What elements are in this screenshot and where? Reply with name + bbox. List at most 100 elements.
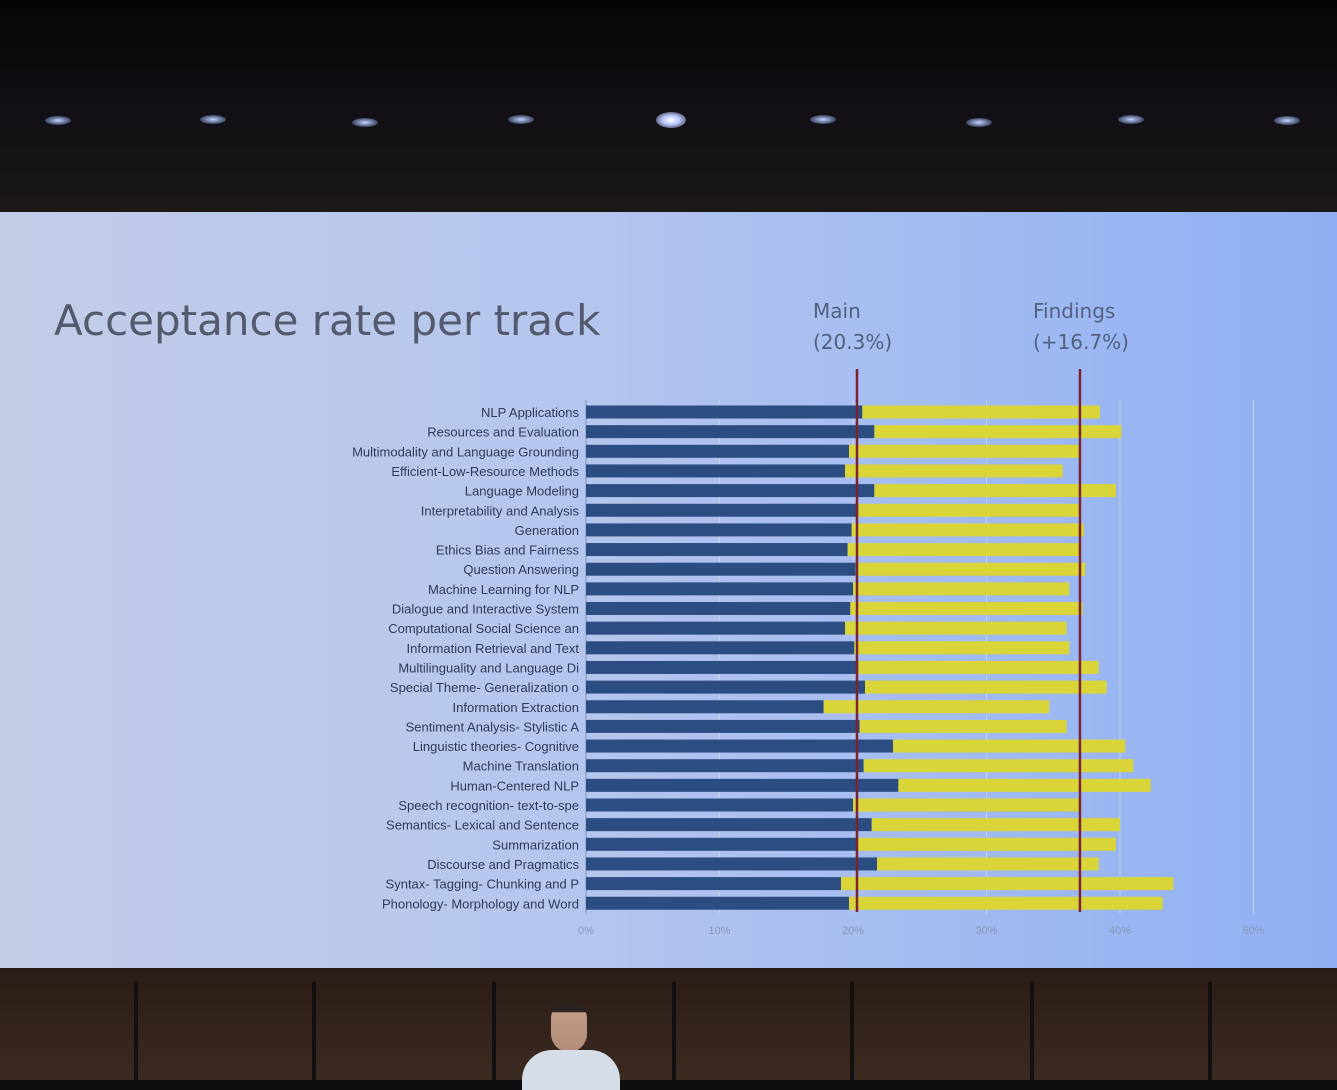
slide-title: Acceptance rate per track bbox=[54, 296, 601, 345]
findings-bar bbox=[857, 837, 1116, 851]
main-bar bbox=[586, 877, 841, 891]
bars bbox=[586, 405, 1174, 910]
category-label: Summarization bbox=[492, 837, 579, 852]
ceiling-light bbox=[45, 116, 71, 125]
category-label: Speech recognition- text-to-spe bbox=[398, 798, 579, 813]
category-label: Syntax- Tagging- Chunking and P bbox=[386, 877, 579, 892]
category-label: Machine Learning for NLP bbox=[428, 582, 579, 597]
category-label: Information Extraction bbox=[453, 700, 579, 715]
main-bar bbox=[586, 503, 859, 517]
findings-bar bbox=[862, 405, 1100, 419]
ceiling-light bbox=[200, 115, 226, 124]
main-bar bbox=[586, 543, 848, 557]
findings-bar bbox=[848, 444, 1080, 458]
main-bar bbox=[586, 837, 858, 851]
main-bar bbox=[586, 621, 845, 635]
main-bar bbox=[586, 602, 851, 615]
category-label: Ethics Bias and Fairness bbox=[436, 543, 580, 558]
findings-bar bbox=[898, 778, 1151, 792]
ceiling-light bbox=[352, 118, 378, 127]
x-tick-label: 10% bbox=[708, 925, 730, 937]
category-label: Interpretability and Analysis bbox=[421, 503, 580, 518]
main-bar bbox=[586, 759, 864, 773]
findings-reference-name: Findings bbox=[1033, 299, 1116, 323]
findings-bar bbox=[851, 523, 1084, 537]
findings-bar bbox=[844, 464, 1063, 478]
main-bar bbox=[586, 680, 866, 694]
category-label: Linguistic theories- Cognitive bbox=[413, 739, 579, 754]
category-label: Special Theme- Generalization o bbox=[390, 680, 579, 695]
category-label: Question Answering bbox=[463, 562, 579, 577]
findings-bar bbox=[847, 543, 1082, 557]
category-label: Discourse and Pragmatics bbox=[427, 857, 579, 872]
main-bar bbox=[586, 778, 899, 792]
x-tick-label: 0% bbox=[578, 925, 594, 937]
acceptance-rate-chart: NLP Applications Resources and Evaluation… bbox=[352, 369, 1265, 937]
findings-bar bbox=[859, 719, 1067, 733]
findings-bar bbox=[865, 680, 1107, 694]
findings-bar bbox=[877, 857, 1099, 871]
ceiling bbox=[0, 0, 1337, 212]
category-label: Information Retrieval and Text bbox=[407, 641, 580, 656]
findings-bar bbox=[850, 602, 1083, 615]
category-label: Dialogue and Interactive System bbox=[392, 602, 579, 617]
findings-bar bbox=[854, 641, 1070, 655]
main-bar bbox=[586, 857, 878, 871]
findings-bar bbox=[855, 562, 1086, 576]
findings-reference-value: (+16.7%) bbox=[1033, 330, 1129, 354]
main-bar bbox=[586, 641, 855, 655]
category-label: Machine Translation bbox=[463, 759, 579, 774]
main-bar bbox=[586, 582, 853, 596]
reference-lines bbox=[855, 369, 1082, 912]
main-bar bbox=[586, 798, 853, 812]
x-tick-label: 40% bbox=[1109, 925, 1131, 937]
findings-reference-label: Findings (+16.7%) bbox=[1033, 296, 1129, 358]
wall-panel-divider bbox=[312, 982, 316, 1080]
speaker-body bbox=[522, 1050, 620, 1090]
main-bar bbox=[586, 425, 875, 439]
wall-panel-divider bbox=[1030, 982, 1034, 1080]
findings-bar bbox=[844, 621, 1067, 635]
main-bar bbox=[586, 818, 872, 832]
main-bar bbox=[586, 444, 849, 458]
findings-bar bbox=[874, 484, 1116, 498]
category-label: Human-Centered NLP bbox=[450, 778, 579, 793]
main-bar bbox=[586, 405, 863, 419]
main-reference-value: (20.3%) bbox=[813, 330, 893, 354]
findings-bar bbox=[823, 700, 1050, 714]
x-tick-label: 20% bbox=[842, 925, 864, 937]
main-reference-name: Main bbox=[813, 299, 861, 323]
ceiling-light bbox=[508, 115, 534, 124]
x-tick-label: 50% bbox=[1242, 925, 1264, 937]
category-label: Resources and Evaluation bbox=[427, 425, 579, 440]
speaker bbox=[551, 1002, 587, 1052]
main-bar bbox=[586, 660, 859, 674]
category-label: Multimodality and Language Grounding bbox=[352, 444, 579, 459]
wall-panel-divider bbox=[134, 982, 138, 1080]
findings-bar bbox=[848, 896, 1163, 910]
wall-panel-divider bbox=[850, 982, 854, 1080]
category-label: Efficient-Low-Resource Methods bbox=[391, 464, 579, 479]
category-labels: NLP Applications Resources and Evaluation… bbox=[352, 405, 579, 911]
ceiling-light bbox=[966, 118, 992, 127]
wall-panel-divider bbox=[672, 982, 676, 1080]
main-bar bbox=[586, 484, 875, 498]
category-label: Language Modeling bbox=[465, 484, 579, 499]
findings-bar bbox=[858, 503, 1080, 517]
category-label: NLP Applications bbox=[481, 405, 580, 420]
category-label: Phonology- Morphology and Word bbox=[382, 896, 579, 911]
findings-bar bbox=[863, 759, 1134, 773]
ceiling-light bbox=[656, 112, 686, 128]
category-label: Semantics- Lexical and Sentence bbox=[386, 818, 579, 833]
findings-bar bbox=[871, 818, 1120, 832]
category-label: Computational Social Science an bbox=[388, 621, 579, 636]
wall-panel-divider bbox=[492, 982, 496, 1080]
main-bar bbox=[586, 700, 824, 714]
category-label: Multilinguality and Language Di bbox=[398, 660, 579, 675]
x-tick-label: 30% bbox=[975, 925, 997, 937]
ceiling-light bbox=[1274, 116, 1300, 125]
findings-bar bbox=[858, 660, 1099, 674]
findings-bar bbox=[853, 798, 1082, 812]
findings-bar bbox=[853, 582, 1070, 596]
wall-panel-divider bbox=[1208, 982, 1212, 1080]
